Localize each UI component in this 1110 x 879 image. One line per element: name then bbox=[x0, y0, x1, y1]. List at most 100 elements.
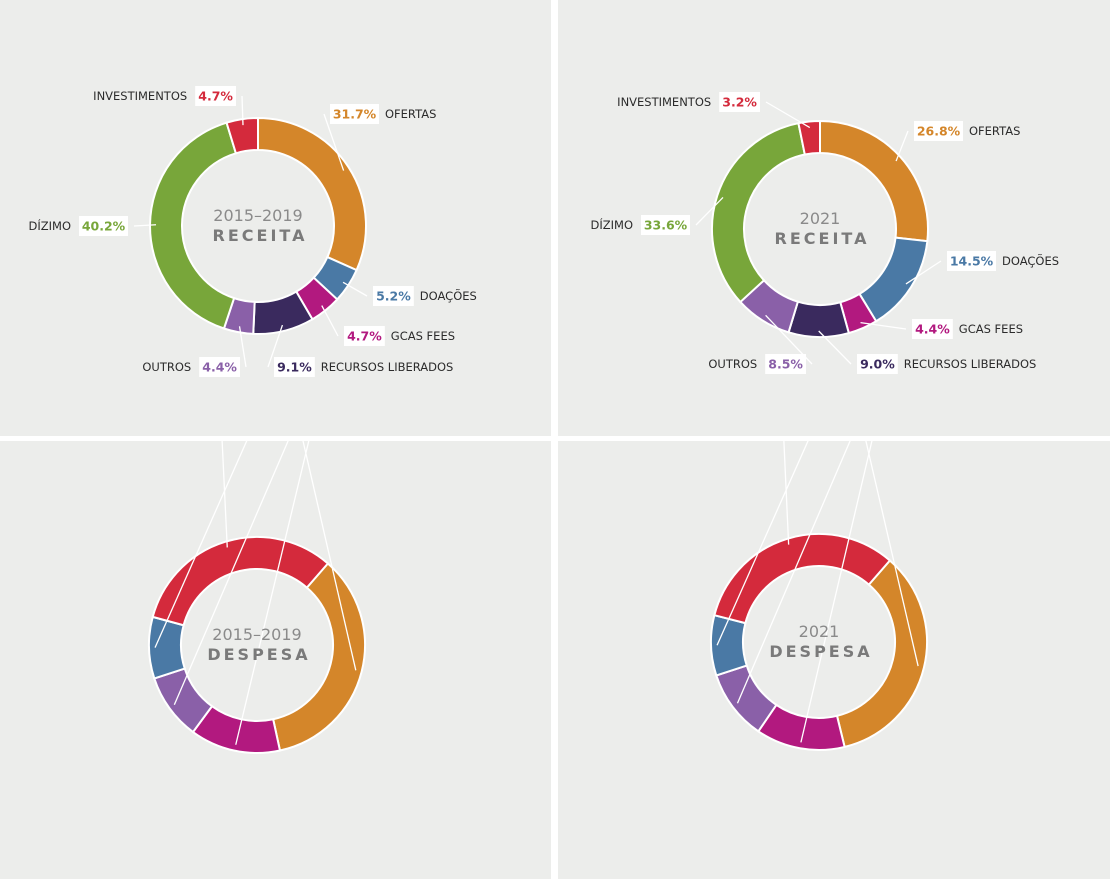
leader-line bbox=[695, 197, 724, 226]
slice-d-zimo[interactable] bbox=[149, 121, 238, 330]
slice-label: 4.4% GCAS FEES bbox=[912, 319, 1023, 339]
label-box bbox=[373, 286, 414, 306]
label-box bbox=[274, 357, 315, 377]
slice-label: 5.2% DOAÇÕES bbox=[373, 286, 477, 306]
panel-despesa-2021: 34.8%OUTROS PROGRAMAS13.3%APOIO10.5%IPRS… bbox=[558, 441, 1110, 879]
slice-percent: 4.4% bbox=[915, 322, 950, 337]
leader-line bbox=[235, 441, 310, 745]
panel-despesa-2015-2019: 35.2%OUTROS PROGRAMAS13.5%APOIO9.9%IPRS9… bbox=[0, 441, 551, 879]
slice-gcas[interactable] bbox=[710, 613, 748, 677]
slice-investimentos[interactable] bbox=[797, 119, 821, 156]
slice-percent: 14.5% bbox=[950, 254, 994, 269]
slice-name: OUTROS bbox=[708, 357, 757, 371]
leader-line bbox=[221, 441, 228, 548]
slice-investimentos[interactable] bbox=[225, 116, 259, 155]
slice-name: OUTROS bbox=[142, 360, 191, 374]
slice-gcas[interactable] bbox=[148, 615, 186, 680]
label-box bbox=[914, 121, 963, 141]
center-kind-label: DESPESA bbox=[769, 642, 872, 661]
slice-label: 26.8% OFERTAS bbox=[914, 121, 1020, 141]
center-kind-label: DESPESA bbox=[207, 645, 310, 664]
leader-line bbox=[133, 224, 157, 227]
slice-name: OFERTAS bbox=[385, 107, 436, 121]
leader-line bbox=[783, 441, 790, 545]
donut-chart-receita-2021: 26.8% OFERTAS 14.5% DOAÇÕES 4.4% GCAS FEES 9.0… bbox=[591, 92, 1059, 374]
slice-name: OFERTAS bbox=[969, 124, 1020, 138]
donut-ring bbox=[711, 119, 929, 338]
slice-label: 8.5% OUTROS bbox=[708, 354, 806, 374]
leader-line bbox=[173, 441, 289, 706]
slice-label: 40.2% DÍZIMO bbox=[29, 216, 128, 236]
donut-chart-despesa-2021: 34.8%OUTROS PROGRAMAS13.3%APOIO10.5%IPRS… bbox=[710, 441, 928, 751]
slice-label: 9.1% RECURSOS LIBERADOS bbox=[274, 357, 453, 377]
slice-label: 31.7% OFERTAS bbox=[330, 104, 436, 124]
slice-percent: 4.7% bbox=[198, 89, 233, 104]
slice-percent: 3.2% bbox=[722, 95, 757, 110]
center-year-label: 2015–2019 bbox=[213, 206, 302, 225]
slice-name: DÍZIMO bbox=[29, 218, 72, 233]
slice-percent: 33.6% bbox=[644, 218, 688, 233]
slice-label: 4.7% GCAS FEES bbox=[344, 326, 455, 346]
center-kind-label: RECEITA bbox=[775, 229, 870, 248]
center-kind-label: RECEITA bbox=[213, 226, 308, 245]
label-box bbox=[641, 215, 690, 235]
slice-dota-es[interactable] bbox=[713, 533, 892, 625]
slice-percent: 26.8% bbox=[917, 124, 961, 139]
slice-doa-es[interactable] bbox=[858, 236, 929, 323]
slice-name: DOAÇÕES bbox=[420, 288, 477, 303]
leader-line bbox=[323, 113, 345, 171]
donut-chart-despesa-2015-2019: 35.2%OUTROS PROGRAMAS13.5%APOIO9.9%IPRS9… bbox=[148, 441, 366, 754]
slice-label: 33.6% DÍZIMO bbox=[591, 215, 690, 235]
label-box bbox=[947, 251, 996, 271]
label-box bbox=[195, 86, 236, 106]
label-box bbox=[857, 354, 898, 374]
panel-receita-2021: 26.8% OFERTAS 14.5% DOAÇÕES 4.4% GCAS FEES 9.0… bbox=[558, 0, 1110, 436]
label-box bbox=[199, 357, 240, 377]
slice-d-zimo[interactable] bbox=[711, 121, 807, 304]
leader-line bbox=[860, 321, 907, 330]
slice-percent: 8.5% bbox=[768, 357, 803, 372]
leader-line bbox=[241, 95, 244, 126]
slice-label: 4.7% INVESTIMENTOS bbox=[93, 86, 236, 106]
slice-name: GCAS FEES bbox=[391, 329, 455, 343]
leader-line bbox=[238, 326, 247, 368]
slice-percent: 4.4% bbox=[202, 360, 237, 375]
slice-label: 4.4% OUTROS bbox=[142, 357, 240, 377]
leader-line bbox=[321, 305, 339, 337]
slice-percent: 9.0% bbox=[860, 357, 895, 372]
slice-percent: 5.2% bbox=[376, 289, 411, 304]
slice-name: INVESTIMENTOS bbox=[617, 95, 711, 109]
slice-label: 3.2% INVESTIMENTOS bbox=[617, 92, 760, 112]
label-box bbox=[765, 354, 806, 374]
slice-name: RECURSOS LIBERADOS bbox=[321, 360, 454, 374]
label-box bbox=[344, 326, 385, 346]
label-box bbox=[330, 104, 379, 124]
slice-label: 14.5% DOAÇÕES bbox=[947, 251, 1059, 271]
leader-line bbox=[905, 260, 942, 285]
slice-dota-es[interactable] bbox=[151, 536, 330, 627]
slice-percent: 31.7% bbox=[333, 107, 377, 122]
label-box bbox=[912, 319, 953, 339]
center-year-label: 2015–2019 bbox=[212, 625, 301, 644]
leader-line bbox=[267, 324, 284, 368]
center-year-label: 2021 bbox=[799, 622, 840, 641]
leader-line bbox=[154, 441, 248, 648]
donut-chart-receita-2015-2019: 31.7% OFERTAS 5.2% DOAÇÕES 4.7% GCAS FEES 9.1%… bbox=[29, 86, 477, 377]
leader-line bbox=[800, 441, 873, 743]
label-box bbox=[719, 92, 760, 112]
slice-ofertas[interactable] bbox=[257, 116, 367, 272]
slice-name: DÍZIMO bbox=[591, 217, 634, 232]
leader-line bbox=[818, 330, 852, 365]
leader-line bbox=[765, 101, 811, 129]
donut-ring bbox=[149, 116, 367, 335]
slice-percent: 40.2% bbox=[82, 219, 126, 234]
leader-line bbox=[302, 441, 357, 671]
slice-name: INVESTIMENTOS bbox=[93, 89, 187, 103]
slice-name: RECURSOS LIBERADOS bbox=[904, 357, 1037, 371]
leader-line bbox=[716, 441, 809, 646]
leader-line bbox=[865, 441, 919, 667]
slice-label: 9.0% RECURSOS LIBERADOS bbox=[857, 354, 1036, 374]
leader-line bbox=[736, 441, 851, 704]
slice-percent: 4.7% bbox=[347, 329, 382, 344]
